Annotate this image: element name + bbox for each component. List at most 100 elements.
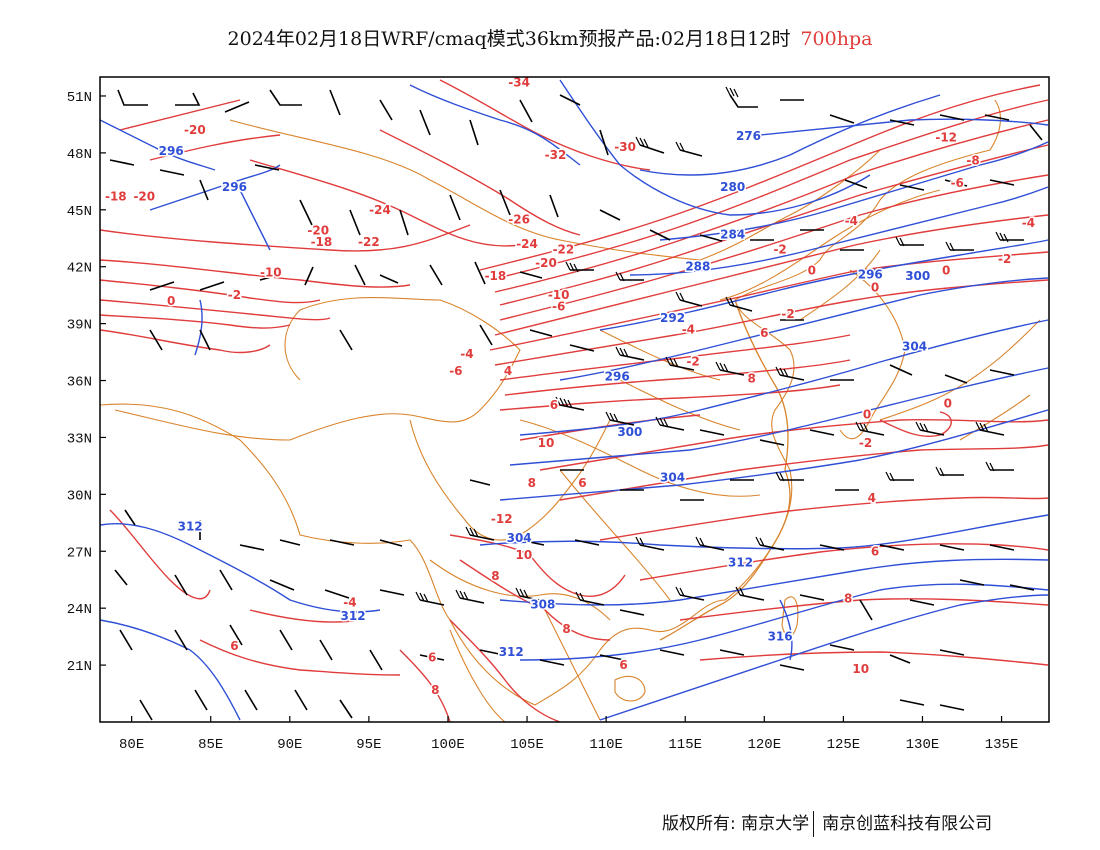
lat-tick-label: 33N [67, 431, 92, 447]
lon-tick-label: 90E [277, 737, 302, 753]
temperature-label: 8 [562, 622, 570, 636]
geopotential-label: 300 [617, 425, 642, 439]
geopotential-label: 284 [720, 227, 745, 241]
lon-tick-label: 125E [827, 737, 861, 753]
geopotential-label: 304 [507, 531, 532, 545]
mongolia-border [229, 119, 881, 261]
temperature-label: -30 [614, 140, 636, 154]
geopotential-labels: 296 296 276 280 284 288 292 296 296 300 304 300 304 3… [157, 127, 932, 660]
temperature-label: -6 [449, 364, 462, 378]
temperature-label: -22 [358, 235, 380, 249]
geopotential-label: 312 [178, 520, 203, 534]
lon-tick-label: 95E [356, 737, 381, 753]
lat-tick-label: 39N [67, 318, 92, 334]
east-china-coast [659, 299, 791, 641]
temperature-label: -18 [485, 269, 507, 283]
geopotential-label: 280 [720, 180, 745, 194]
temperature-label: -6 [552, 300, 565, 314]
temperature-label: 8 [528, 476, 536, 490]
lat-tick-label: 45N [67, 204, 92, 220]
lon-tick-label: 120E [747, 737, 781, 753]
pressure-level: 700hpa [800, 28, 873, 50]
temperature-label: -4 [343, 595, 356, 609]
title-text: 2024年02月18日WRF/cmaq模式36km预报产品:02月18日12时 [227, 28, 791, 50]
sichuan-boundary [409, 419, 611, 541]
temperature-label: 6 [619, 658, 627, 672]
temperature-labels: -20-20-22-24-18-20-10-20-34-32-30-26-24-… [103, 76, 1036, 698]
temperature-label: -2 [228, 288, 241, 302]
temperature-label: 6 [578, 476, 586, 490]
lon-tick-label: 115E [668, 737, 702, 753]
temperature-label: 8 [491, 569, 499, 583]
temperature-label: 0 [871, 281, 879, 295]
temperature-label: 0 [808, 264, 816, 278]
temperature-label: -8 [966, 153, 979, 167]
temperature-label: -10 [260, 265, 282, 279]
wind-barbs [109, 86, 1043, 721]
geopotential-label: 316 [768, 630, 793, 644]
temperature-label: -4 [460, 347, 473, 361]
geopotential-label: 308 [530, 597, 555, 611]
japan-coast [879, 319, 1041, 441]
temperature-label: -4 [845, 214, 858, 228]
temperature-label: -2 [781, 307, 794, 321]
geopotential-label: 304 [660, 470, 685, 484]
temperature-label: -12 [935, 131, 957, 145]
taiwan-coast [781, 596, 799, 637]
temperature-label: -32 [545, 148, 567, 162]
geopotential-label: 304 [902, 339, 927, 353]
lon-tick-label: 100E [431, 737, 465, 753]
lat-tick-label: 30N [67, 488, 92, 504]
temperature-label: -24 [369, 203, 391, 217]
lat-tick-label: 24N [67, 602, 92, 618]
temperature-label: 10 [852, 662, 869, 676]
chart-title: 2024年02月18日WRF/cmaq模式36km预报产品:02月18日12时 7… [0, 24, 1100, 51]
latitude-axis: 51N 48N 45N 42N 39N 36N 33N 30N 27N 24N 21N [67, 90, 106, 675]
temperature-label: -10 [548, 288, 570, 302]
indochina-coast [449, 599, 601, 722]
northeast-provinces [719, 189, 941, 321]
temperature-label: -12 [491, 512, 513, 526]
central-provinces [519, 329, 761, 601]
temperature-label: 4 [504, 364, 512, 378]
temperature-label: 0 [863, 408, 871, 422]
lon-tick-label: 135E [985, 737, 1019, 753]
temperature-label: -34 [508, 76, 530, 90]
tibet-boundary [114, 296, 521, 441]
temperature-label: 0 [167, 294, 175, 308]
geopotential-label: 296 [159, 144, 184, 158]
temperature-label: -4 [682, 322, 695, 336]
geopotential-label: 296 [858, 267, 883, 281]
temperature-label: -20 [184, 123, 206, 137]
geopotential-label: 296 [605, 370, 630, 384]
geopotential-label: 296 [222, 180, 247, 194]
temperature-label: -20 [133, 190, 155, 204]
temperature-label: -26 [508, 212, 530, 226]
lon-tick-label: 80E [119, 737, 144, 753]
lat-tick-label: 42N [67, 261, 92, 277]
lon-tick-label: 110E [589, 737, 623, 753]
temperature-label: -6 [951, 176, 964, 190]
lon-tick-label: 85E [198, 737, 223, 753]
korea-coast [839, 269, 906, 440]
temperature-label: 0 [944, 396, 952, 410]
geopotential-contours [100, 79, 1049, 721]
geopotential-label: 312 [341, 609, 366, 623]
temperature-label: -2 [773, 243, 786, 257]
temperature-label: -2 [859, 436, 872, 450]
temperature-label: -20 [535, 256, 557, 270]
temperature-label: 0 [942, 264, 950, 278]
lat-tick-label: 51N [67, 90, 92, 106]
temperature-label: 6 [428, 651, 436, 665]
geopotential-label: 312 [499, 645, 524, 659]
longitude-axis: 80E 85E 90E 95E 100E 105E 110E 115E 120E 125E 130E… [119, 716, 1018, 753]
temperature-label: -18 [105, 190, 127, 204]
lon-tick-label: 105E [510, 737, 544, 753]
lat-tick-label: 21N [67, 659, 92, 675]
temperature-label: 10 [516, 548, 533, 562]
temperature-label: 8 [747, 372, 755, 386]
temperature-label: 6 [550, 398, 558, 412]
lat-tick-label: 48N [67, 147, 92, 163]
temperature-label: 6 [230, 639, 238, 653]
